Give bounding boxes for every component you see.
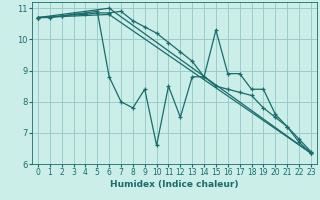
X-axis label: Humidex (Indice chaleur): Humidex (Indice chaleur) — [110, 180, 239, 189]
